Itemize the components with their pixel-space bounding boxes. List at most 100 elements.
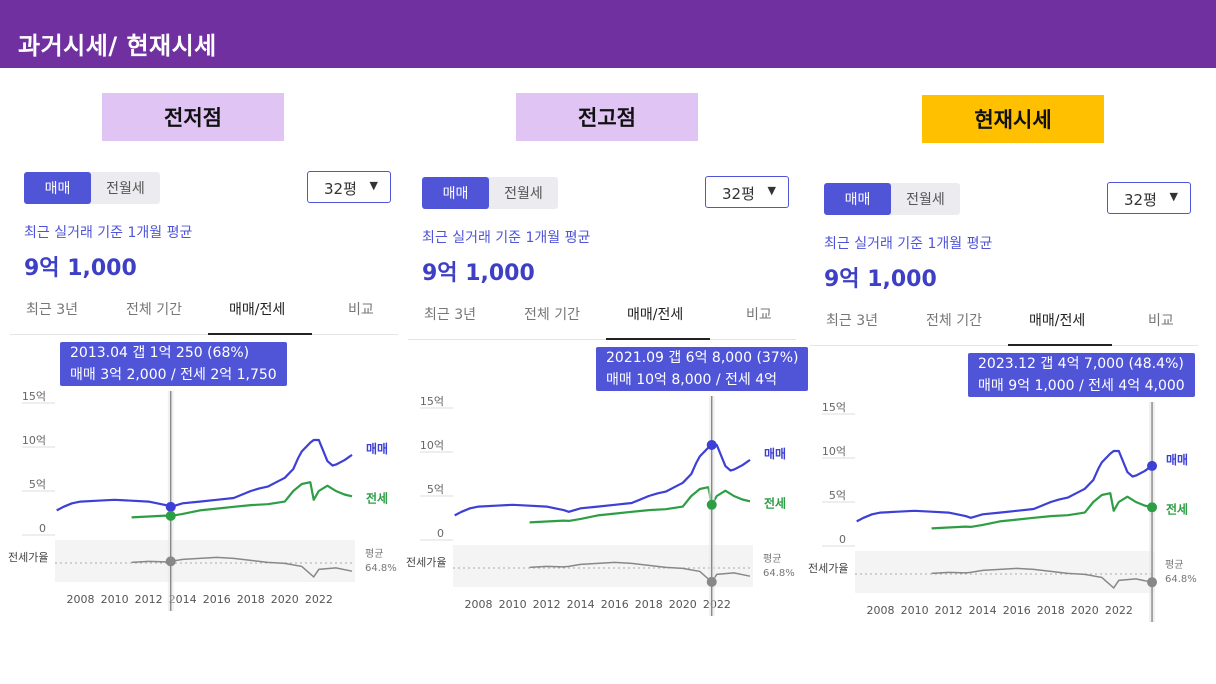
x-tick-label: 2012 bbox=[935, 604, 963, 617]
caret-down-icon: ▼ bbox=[1169, 190, 1178, 203]
x-tick-label: 2022 bbox=[703, 598, 731, 611]
x-tick-label: 2014 bbox=[969, 604, 997, 617]
x-tick-label: 2020 bbox=[669, 598, 697, 611]
toggle-rent-button[interactable]: 전월세 bbox=[106, 181, 145, 197]
price-chart: 15억 10억 5억 0 2008 2010 2012 2014 2016 2018 2020 202… bbox=[800, 346, 1200, 630]
toggle-rent-button[interactable]: 전월세 bbox=[906, 192, 945, 208]
average-price: 9억 1,000 bbox=[24, 256, 137, 281]
size-select[interactable]: 32평 ▼ bbox=[1107, 182, 1191, 214]
ratio-marker-dot bbox=[165, 556, 176, 567]
tab-compare[interactable]: 비교 bbox=[348, 302, 374, 318]
period-label: 전고점 bbox=[516, 93, 698, 141]
y-tick-label: 15억 bbox=[822, 401, 846, 414]
tab-sale-jeonse[interactable]: 매매/전세 bbox=[229, 302, 286, 318]
jeonse-series-line bbox=[931, 492, 1153, 530]
jeonse-series-label: 전세 bbox=[1166, 501, 1188, 516]
ratio-average-word: 평균 bbox=[365, 548, 383, 560]
tooltip-gap-line: 2021.09 갭 6억 8,000 (37%) bbox=[606, 350, 799, 366]
tab-compare[interactable]: 비교 bbox=[1148, 313, 1174, 329]
toggle-sale-button[interactable]: 매매 bbox=[422, 177, 489, 209]
y-tick-label: 5억 bbox=[29, 478, 46, 491]
average-basis-label: 최근 실거래 기준 1개월 평균 bbox=[422, 230, 591, 246]
average-basis-label: 최근 실거래 기준 1개월 평균 bbox=[24, 225, 193, 241]
tab-compare[interactable]: 비교 bbox=[746, 307, 772, 323]
x-tick-label: 2010 bbox=[499, 598, 527, 611]
jeonse-marker-dot bbox=[706, 499, 717, 510]
tab-recent-3y[interactable]: 최근 3년 bbox=[424, 307, 476, 323]
tab-all-period[interactable]: 전체 기간 bbox=[524, 307, 580, 323]
x-tick-label: 2008 bbox=[465, 598, 493, 611]
sale-series-line bbox=[856, 449, 1153, 523]
caret-down-icon: ▼ bbox=[369, 179, 378, 192]
ratio-axis-label: 전세가율 bbox=[808, 562, 848, 575]
ratio-band bbox=[855, 551, 1155, 593]
ratio-marker-dot bbox=[1147, 577, 1158, 588]
tab-divider bbox=[408, 339, 796, 340]
x-tick-label: 2020 bbox=[271, 593, 299, 606]
average-price: 9억 1,000 bbox=[824, 267, 937, 292]
ratio-average-word: 평균 bbox=[763, 553, 781, 565]
toggle-rent-button[interactable]: 전월세 bbox=[504, 186, 543, 202]
price-chart-svg: 15억 10억 5억 0 2008 2010 2012 2014 2016 2018 2020 202… bbox=[808, 401, 1197, 622]
tooltip: 2023.12 갭 4억 7,000 (48.4%) 매매 9억 1,000 / … bbox=[968, 353, 1195, 397]
price-chart: 15억 10억 5억 0 2008 2010 2012 2014 2016 2018 2020 202… bbox=[398, 340, 798, 624]
size-select[interactable]: 32평 ▼ bbox=[307, 171, 391, 203]
jeonse-series-line bbox=[529, 486, 751, 524]
sale-series-line bbox=[56, 438, 353, 512]
ratio-marker-dot bbox=[706, 576, 717, 587]
toggle-sale-button[interactable]: 매매 bbox=[824, 183, 891, 215]
x-tick-label: 2022 bbox=[1105, 604, 1133, 617]
ratio-average-word: 평균 bbox=[1165, 559, 1183, 571]
x-tick-label: 2008 bbox=[867, 604, 895, 617]
price-chart: 15억 10억 5억 0 2008 2010 2012 2014 2016 2018 2020 202… bbox=[0, 335, 400, 619]
ratio-axis-label: 전세가율 bbox=[406, 556, 446, 569]
tab-all-period[interactable]: 전체 기간 bbox=[126, 302, 182, 318]
caret-down-icon: ▼ bbox=[767, 184, 776, 197]
tab-sale-jeonse[interactable]: 매매/전세 bbox=[627, 307, 684, 323]
average-price: 9억 1,000 bbox=[422, 261, 535, 286]
period-label: 전저점 bbox=[102, 93, 284, 141]
size-select-value: 32평 bbox=[722, 185, 755, 203]
ratio-band bbox=[55, 540, 355, 582]
sale-series-label: 매매 bbox=[764, 446, 786, 461]
sale-marker-dot bbox=[706, 439, 717, 450]
header-bar: 과거시세/ 현재시세 bbox=[0, 0, 1216, 68]
sale-series-label: 매매 bbox=[1166, 452, 1188, 467]
tab-divider bbox=[810, 345, 1198, 346]
ratio-average-value: 64.8% bbox=[763, 568, 795, 579]
tab-all-period[interactable]: 전체 기간 bbox=[926, 313, 982, 329]
y-tick-label: 10억 bbox=[22, 434, 46, 447]
active-tab-underline bbox=[606, 338, 710, 340]
jeonse-series-label: 전세 bbox=[366, 490, 388, 505]
x-tick-label: 2010 bbox=[901, 604, 929, 617]
average-basis-label: 최근 실거래 기준 1개월 평균 bbox=[824, 236, 993, 252]
tooltip: 2013.04 갭 1억 250 (68%) 매매 3억 2,000 / 전세 2… bbox=[60, 342, 287, 386]
x-tick-label: 2018 bbox=[237, 593, 265, 606]
toggle-sale-button[interactable]: 매매 bbox=[24, 172, 91, 204]
tab-divider bbox=[10, 334, 398, 335]
jeonse-marker-dot bbox=[165, 510, 176, 521]
y-tick-label: 5억 bbox=[427, 483, 444, 496]
tab-recent-3y[interactable]: 최근 3년 bbox=[826, 313, 878, 329]
tooltip: 2021.09 갭 6억 8,000 (37%) 매매 10억 8,000 / 전… bbox=[596, 347, 809, 391]
x-tick-label: 2018 bbox=[1037, 604, 1065, 617]
jeonse-series-label: 전세 bbox=[764, 495, 786, 510]
ratio-axis-label: 전세가율 bbox=[8, 551, 48, 564]
chart-panel-3: 현재시세 매매 전월세 32평 ▼ 최근 실거래 기준 1개월 평균 9억 1,000 최근 … bbox=[800, 0, 1200, 684]
tab-recent-3y[interactable]: 최근 3년 bbox=[26, 302, 78, 318]
size-select[interactable]: 32평 ▼ bbox=[705, 176, 789, 208]
jeonse-series-line bbox=[131, 481, 353, 519]
x-tick-label: 2012 bbox=[135, 593, 163, 606]
x-tick-label: 2014 bbox=[567, 598, 595, 611]
trade-type-toggle: 매매 전월세 bbox=[824, 183, 960, 215]
tab-sale-jeonse[interactable]: 매매/전세 bbox=[1029, 313, 1086, 329]
tooltip-price-line: 매매 3억 2,000 / 전세 2억 1,750 bbox=[70, 367, 277, 383]
x-tick-label: 2016 bbox=[601, 598, 629, 611]
y-tick-label: 5억 bbox=[829, 489, 846, 502]
tooltip-price-line: 매매 9억 1,000 / 전세 4억 4,000 bbox=[978, 378, 1185, 394]
page-title: 과거시세/ 현재시세 bbox=[18, 32, 217, 60]
y-tick-label: 10억 bbox=[420, 439, 444, 452]
sale-series-line bbox=[454, 443, 751, 517]
x-tick-label: 2016 bbox=[1003, 604, 1031, 617]
y-tick-label: 0 bbox=[839, 533, 846, 546]
